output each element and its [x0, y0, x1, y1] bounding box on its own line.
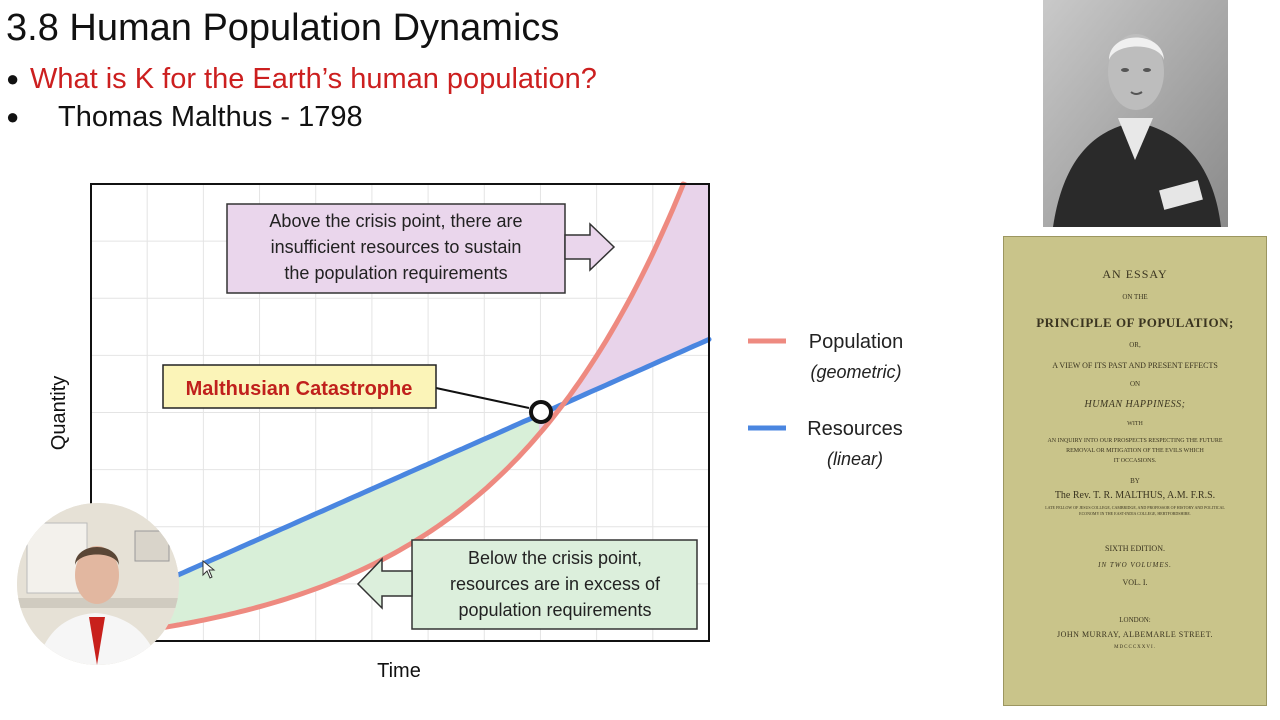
crisis-pointer-line — [435, 387, 530, 409]
book-line: ON — [1129, 380, 1141, 388]
above-callout: Above the crisis point, there are insuff… — [226, 203, 616, 294]
book-line: ON THE — [1122, 293, 1148, 301]
legend-subtitle-population: (geometric) — [810, 362, 901, 382]
bullet-malthus: ● Thomas Malthus - 1798 — [6, 100, 363, 134]
mouse-cursor-icon — [202, 560, 216, 579]
bullet-marker: ● — [6, 104, 20, 129]
book-line: ECONOMY IN THE EAST-INDIA COLLEGE, HERTF… — [1079, 511, 1191, 516]
series-line-population — [88, 181, 687, 641]
bullet-question: ● What is K for the Earth’s human populat… — [6, 62, 597, 96]
below-callout: Below the crisis point, resources are in… — [356, 539, 698, 630]
book-line: JOHN MURRAY, ALBEMARLE STREET. — [1057, 630, 1213, 639]
book-line: MDCCCXXVI. — [1114, 645, 1156, 650]
book-line: VOL. I. — [1122, 578, 1148, 587]
crisis-point — [529, 400, 553, 424]
right-arrow-icon — [564, 222, 616, 272]
essay-title-page: AN ESSAY ON THE PRINCIPLE OF POPULATION;… — [1003, 236, 1267, 706]
book-line: SIXTH EDITION. — [1105, 544, 1165, 553]
book-line: IN TWO VOLUMES. — [1098, 561, 1172, 569]
legend-label-resources: Resources — [807, 418, 903, 440]
surplus-area — [91, 414, 539, 638]
deficit-area — [539, 184, 709, 435]
book-line: AN INQUIRY INTO OUR PROSPECTS RESPECTING… — [1047, 438, 1223, 444]
below-text-line-3: population requirements — [458, 600, 651, 620]
x-axis-label: Time — [377, 660, 421, 682]
below-text-line-1: Below the crisis point, — [468, 548, 642, 568]
book-line: HUMAN HAPPINESS; — [1084, 399, 1186, 410]
legend-label-population: Population — [809, 331, 904, 353]
book-line: The Rev. T. R. MALTHUS, A.M. F.R.S. — [1054, 490, 1216, 501]
book-line: IT OCCASIONS. — [1113, 458, 1157, 464]
book-line: WITH — [1127, 421, 1143, 427]
above-text-line-3: the population requirements — [284, 263, 507, 283]
legend: Population (geometric) Resources (linear… — [748, 331, 903, 469]
book-line: OR, — [1129, 341, 1141, 349]
book-line: LONDON: — [1119, 616, 1151, 624]
malthus-portrait — [1043, 0, 1228, 227]
bullet-question-text: What is K for the Earth’s human populati… — [30, 63, 597, 95]
book-line: A VIEW OF ITS PAST AND PRESENT EFFECTS — [1052, 361, 1218, 370]
presenter-webcam — [17, 503, 179, 665]
plot-frame — [90, 183, 710, 642]
crisis-label: Malthusian Catastrophe — [162, 364, 437, 409]
series-line-resources — [88, 336, 712, 617]
legend-subtitle-resources: (linear) — [827, 449, 883, 469]
below-text-line-2: resources are in excess of — [450, 574, 661, 594]
bullet-marker: ● — [6, 66, 20, 91]
left-arrow-icon — [356, 557, 413, 610]
slide-title: 3.8 Human Population Dynamics — [6, 7, 560, 49]
bullet-malthus-text: Thomas Malthus - 1798 — [58, 101, 363, 133]
above-text-line-1: Above the crisis point, there are — [269, 211, 522, 231]
book-line: BY — [1130, 477, 1140, 485]
above-text-line-2: insufficient resources to sustain — [271, 237, 522, 257]
y-axis-label: Quantity — [48, 376, 70, 450]
book-line: LATE FELLOW OF JESUS COLLEGE, CAMBRIDGE,… — [1045, 505, 1225, 510]
crisis-label-text: Malthusian Catastrophe — [186, 378, 413, 400]
book-line: REMOVAL OR MITIGATION OF THE EVILS WHICH — [1066, 448, 1204, 454]
book-line: PRINCIPLE OF POPULATION; — [1036, 315, 1234, 330]
malthus-chart: Malthusian Catastrophe Above the crisis … — [48, 181, 903, 682]
book-line: AN ESSAY — [1102, 267, 1168, 281]
